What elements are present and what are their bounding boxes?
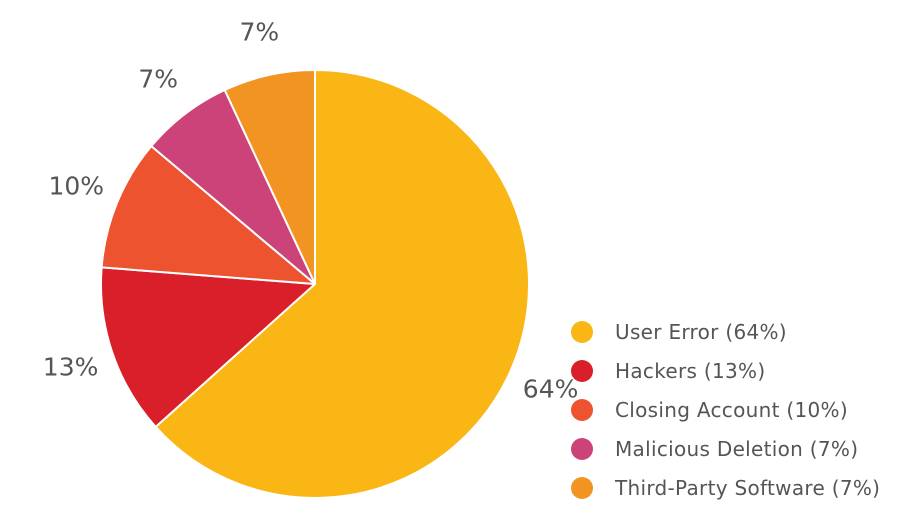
legend-item-third-party-software: Third-Party Software (7%) — [568, 474, 907, 513]
legend-label-malicious-deletion: Malicious Deletion (7%) — [615, 437, 859, 461]
pie-value-label-user-error: 64% — [523, 375, 579, 404]
pie-slice-third-party-software — [223, 69, 316, 285]
legend-swatch-malicious-deletion — [571, 438, 593, 460]
pie-value-label-hackers: 13% — [43, 352, 99, 381]
legend-item-user-error: User Error (64%) — [568, 318, 907, 357]
pie-value-labels: 64% 13% 10% 7% 7% — [43, 18, 579, 404]
legend-label-third-party-software: Third-Party Software (7%) — [615, 476, 881, 500]
legend-label-hackers: Hackers (13%) — [615, 359, 766, 383]
chart-legend: User Error (64%) Hackers (13%) Closing A… — [568, 318, 907, 513]
pie-slice-user-error — [154, 69, 530, 499]
pie-slices — [100, 69, 530, 499]
legend-label-user-error: User Error (64%) — [615, 320, 787, 344]
pie-value-label-closing-account: 10% — [49, 172, 105, 201]
pie-slice-hackers — [100, 266, 316, 428]
legend-label-closing-account: Closing Account (10%) — [615, 398, 848, 422]
legend-swatch-hackers — [571, 360, 593, 382]
pie-slice-closing-account — [100, 145, 316, 285]
pie-value-label-malicious-deletion: 7% — [138, 65, 178, 94]
legend-swatch-third-party-software — [571, 477, 593, 499]
pie-value-label-third-party-software: 7% — [239, 18, 279, 47]
legend-item-hackers: Hackers (13%) — [568, 357, 907, 396]
pie-chart: 64% 13% 10% 7% 7% — [43, 18, 579, 499]
legend-item-closing-account: Closing Account (10%) — [568, 396, 907, 435]
legend-item-malicious-deletion: Malicious Deletion (7%) — [568, 435, 907, 474]
legend-swatch-user-error — [571, 321, 593, 343]
legend-swatch-closing-account — [571, 399, 593, 421]
